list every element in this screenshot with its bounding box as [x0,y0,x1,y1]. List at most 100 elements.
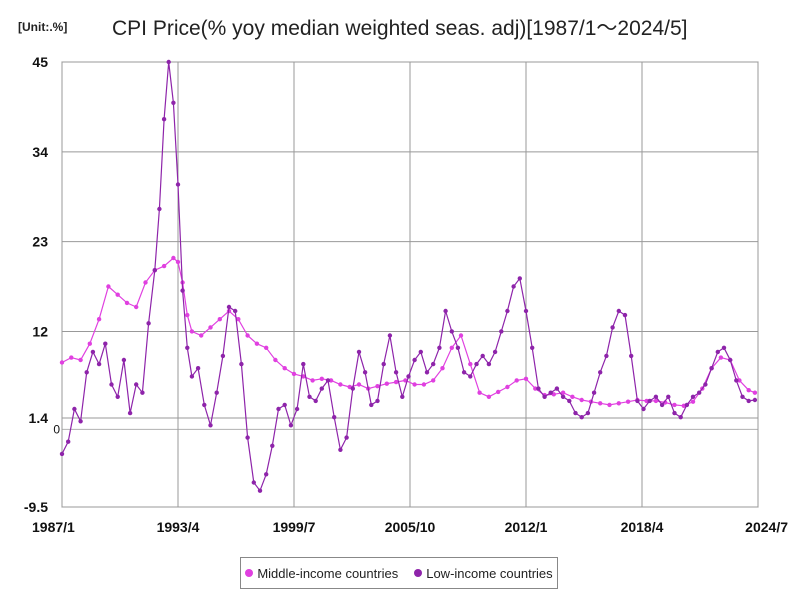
data-point [245,435,250,440]
data-point [115,394,120,399]
data-point [616,308,621,314]
data-point [175,259,181,265]
data-point [468,374,473,379]
data-point [480,353,485,359]
data-point [492,349,498,355]
data-point [406,374,411,379]
data-point [560,390,566,395]
data-point [84,370,89,375]
data-point [647,398,652,404]
data-point [195,366,201,371]
data-point [332,415,337,420]
data-point [554,386,560,391]
y-tick-label: 34 [32,144,48,160]
zero-label: 0 [53,422,60,436]
x-tick-label: 2018/4 [621,519,664,535]
data-point [161,263,167,269]
data-point [431,378,436,383]
data-point [635,398,640,404]
data-point [579,415,584,420]
data-point [202,402,207,408]
data-point [325,378,331,383]
data-point [369,402,374,408]
data-point [185,345,190,350]
data-point [87,341,93,346]
data-point [166,59,171,65]
data-point [328,378,334,383]
x-tick-label: 1999/7 [273,519,316,535]
data-point [752,390,758,395]
data-point [579,397,584,403]
data-point [709,366,714,371]
data-point [288,423,294,428]
data-point [598,401,603,406]
data-point [282,366,287,371]
data-point [106,284,111,289]
data-point [140,390,145,395]
data-point [270,443,275,448]
data-point [276,406,281,412]
data-point [697,390,702,395]
data-point [307,394,312,399]
data-point [412,357,417,363]
data-point [570,394,575,399]
data-point [542,394,547,399]
data-point [455,345,461,350]
data-point [752,397,758,403]
data-point [511,284,516,289]
data-point [443,308,448,314]
data-point [338,447,343,452]
data-point [400,394,405,399]
data-point [103,341,108,346]
data-point [381,361,386,367]
data-point [157,206,162,212]
data-point [146,321,151,326]
y-tick-label: 45 [32,54,48,70]
data-point [641,406,646,412]
data-point [431,361,436,367]
data-point [319,376,324,381]
data-point [350,386,355,391]
data-point [356,382,362,387]
data-point [208,423,213,428]
data-point [78,419,83,424]
axis-labels: -9.5 1.4 12 23 34 45 0 1987/1 1993/4 1999/7 2005/1… [24,54,788,535]
series-line [61,61,755,492]
data-point [468,361,473,367]
data-point [424,370,430,375]
legend-label: Middle-income countries [257,565,399,581]
data-point [387,333,393,338]
chart-title: CPI Price(% yoy median weighted seas. ad… [112,17,688,40]
data-point [393,370,399,375]
data-point [533,386,538,391]
data-point [548,390,553,395]
data-point [199,333,204,338]
data-point [124,300,130,306]
data-point [127,410,133,416]
data-point [496,389,501,395]
data-point [226,304,232,310]
data-point [486,361,492,367]
data-point [251,480,256,485]
data-point [418,349,423,355]
data-point [721,345,727,350]
data-point [319,386,324,391]
data-point [610,325,615,330]
data-point [301,361,306,367]
data-point [161,117,167,122]
data-point [59,451,65,457]
data-point [740,394,745,399]
data-point [180,288,185,293]
data-point [282,402,287,408]
data-point [734,378,739,383]
data-point [294,406,300,412]
data-point [449,345,454,350]
x-tick-label: 2005/10 [385,519,436,535]
data-point [746,398,751,404]
data-point [477,390,482,395]
data-point [517,276,522,281]
data-point [171,100,176,106]
data-point [585,410,591,416]
data-point [109,382,114,387]
data-point [115,292,120,297]
